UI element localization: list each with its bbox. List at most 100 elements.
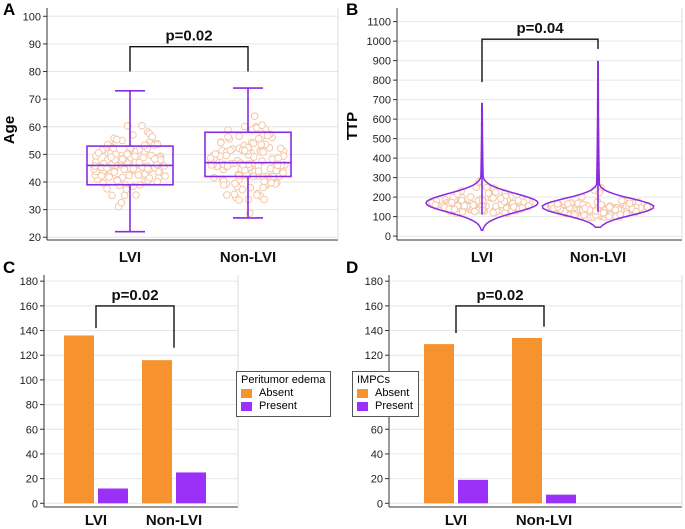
y-tick-label: 30 (29, 205, 41, 217)
y-tick-label: 20 (26, 474, 38, 486)
x-tick-label: Non-LVI (570, 249, 626, 265)
significance-bracket: p=0.02 (95, 287, 175, 348)
bracket-line (95, 305, 175, 348)
data-point (466, 193, 475, 201)
bracket-line (129, 46, 249, 72)
y-tick-label: 200 (373, 192, 391, 204)
panel-letter-d: D (346, 258, 359, 277)
data-point (458, 208, 467, 216)
x-tick-label: Non-LVI (516, 512, 572, 529)
y-tick-label: 800 (373, 75, 391, 87)
x-tick-label: LVI (119, 249, 141, 265)
y-axis-label: Age (1, 116, 18, 144)
data-point (460, 202, 469, 210)
data-point (625, 199, 634, 208)
legend-item-present: Present (241, 400, 325, 413)
data-point (581, 204, 589, 212)
data-point (240, 146, 249, 155)
data-point (263, 131, 272, 140)
data-point (268, 155, 277, 163)
y-tick-label: 80 (29, 67, 41, 79)
bracket-line (455, 305, 545, 333)
data-point (238, 185, 247, 194)
y-tick-label: 100 (20, 375, 38, 387)
bracket-line (481, 38, 599, 83)
marks (425, 60, 655, 232)
marks (64, 335, 206, 504)
legend-item-present: Present (357, 400, 413, 413)
data-point (274, 154, 283, 162)
legend-label: Present (259, 400, 297, 412)
chart-c: 0 20 40 60 80 100 120 140 160 180 LVI Non-LVI p=0.… (20, 275, 239, 529)
legend-label: Absent (375, 387, 410, 399)
y-tick-label: 900 (373, 56, 391, 68)
y-tick-label: 80 (26, 400, 38, 412)
y-tick-label: 600 (373, 114, 391, 126)
data-point (223, 191, 231, 199)
data-point (469, 201, 478, 209)
data-point (112, 135, 121, 144)
p-value-label: p=0.04 (516, 20, 564, 37)
x-axis: LVI Non-LVI (389, 275, 683, 529)
data-point (143, 165, 152, 173)
data-point (113, 176, 121, 185)
data-point (138, 121, 146, 130)
data-point (276, 144, 285, 153)
y-tick-label: 60 (371, 424, 383, 436)
bar-present (176, 472, 206, 504)
data-point (254, 167, 263, 175)
data-point (618, 196, 626, 205)
data-point (148, 133, 157, 141)
p-value-label: p=0.02 (111, 287, 158, 304)
data-point (97, 172, 106, 180)
p-value-label: p=0.02 (476, 287, 523, 304)
data-point (497, 194, 505, 203)
y-tick-label: 0 (385, 231, 391, 243)
data-point (605, 212, 613, 221)
significance-bracket: p=0.04 (481, 20, 599, 83)
data-point (231, 179, 239, 188)
grid (397, 21, 682, 237)
y-tick-label: 180 (365, 276, 383, 288)
swatch-absent (241, 389, 252, 398)
significance-bracket: p=0.02 (129, 28, 249, 72)
bar-absent (64, 335, 94, 504)
data-point (103, 185, 111, 193)
x-axis: LVI Non-LVI (47, 8, 339, 265)
legend-label: Present (375, 400, 413, 412)
y-tick-label: 20 (371, 474, 383, 486)
data-point (235, 196, 243, 204)
data-point (260, 195, 268, 204)
data-point (235, 171, 243, 180)
data-point (611, 206, 620, 214)
y-tick-label: 50 (29, 149, 41, 161)
y-tick-label: 0 (32, 498, 38, 510)
y-tick-label: 300 (373, 173, 391, 185)
data-point (489, 194, 497, 202)
y-tick-label: 120 (20, 350, 38, 362)
data-point (224, 133, 232, 141)
data-point (110, 168, 118, 176)
data-point (260, 177, 269, 186)
y-tick-label: 700 (373, 95, 391, 107)
legend-title: IMPCs (357, 374, 390, 386)
data-point (223, 162, 232, 170)
x-axis: LVI Non-LVI (397, 8, 683, 265)
y-axis-label: TTP (344, 112, 361, 140)
data-point (129, 164, 138, 173)
data-point (132, 191, 140, 199)
y-tick-label: 40 (371, 449, 383, 461)
y-axis: 20 30 40 50 60 70 80 90 100 (23, 8, 48, 244)
data-point (450, 205, 459, 214)
y-tick-label: 60 (29, 122, 41, 134)
x-tick-label: LVI (471, 249, 493, 265)
y-tick-label: 70 (29, 94, 41, 106)
legend-c: Peritumor edema Absent Present (236, 371, 332, 417)
data-point (222, 151, 230, 160)
y-tick-label: 20 (29, 232, 41, 244)
x-tick-label: Non-LVI (220, 249, 276, 265)
data-point (210, 174, 218, 182)
data-point (605, 203, 614, 211)
data-point (448, 198, 456, 207)
